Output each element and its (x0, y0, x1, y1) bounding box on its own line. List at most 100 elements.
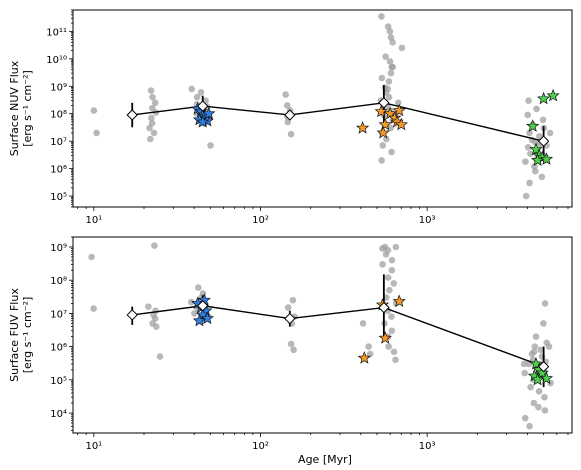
background-point (535, 388, 543, 395)
blue-star-marker (196, 115, 210, 128)
mean-diamond-marker (537, 360, 550, 373)
y-tick-label: 10⁸ (50, 110, 67, 121)
background-point (541, 407, 549, 414)
background-point (193, 93, 201, 101)
orange-star-marker (355, 121, 370, 134)
y-axis-label-title: Surface NUV Flux (8, 60, 21, 156)
background-point (541, 300, 549, 307)
background-point (386, 58, 394, 65)
mean-diamond-marker (284, 312, 296, 325)
background-point (526, 129, 533, 137)
background-point (378, 74, 386, 82)
x-axis-label: Age [Myr] (298, 453, 352, 466)
background-point (530, 399, 538, 407)
background-point (389, 63, 397, 71)
background-point (390, 280, 398, 287)
background-point (365, 343, 372, 350)
background-point (187, 298, 195, 306)
background-point (525, 97, 532, 104)
background-point (521, 369, 529, 377)
mean-diamond-marker (126, 309, 138, 321)
background-point (539, 116, 547, 124)
background-point (384, 274, 392, 281)
background-point (156, 353, 164, 360)
background-point (382, 53, 389, 60)
plot-area (73, 237, 572, 433)
background-point (207, 142, 214, 149)
green-star-marker (529, 357, 543, 370)
background-point (366, 350, 374, 358)
background-point (145, 303, 152, 310)
background-point (392, 243, 400, 251)
background-point (283, 102, 291, 109)
background-point (536, 133, 543, 140)
blue-star-marker (192, 313, 207, 327)
background-point (90, 305, 97, 312)
y-tick-label: 10⁶ (50, 165, 67, 176)
background-point (522, 158, 529, 165)
background-point (148, 119, 156, 127)
fuv-panel: 10¹ 10² 10³ 10⁴ 10⁵ 10⁶ 10⁷ 10⁸ 10⁹ Surface FUV F… (8, 236, 573, 452)
background-point (524, 111, 532, 119)
orange-star-marker (378, 117, 392, 131)
background-point (390, 348, 398, 356)
background-point (531, 343, 539, 350)
background-point (385, 93, 393, 101)
green-star-marker (530, 372, 545, 386)
y-tick-label: 10¹¹ (46, 27, 67, 38)
orange-star-marker (394, 117, 408, 131)
background-point (195, 284, 202, 291)
background-point (148, 104, 156, 112)
background-point (93, 129, 100, 137)
background-point (148, 114, 155, 122)
background-point (546, 129, 554, 137)
background-point (537, 346, 545, 354)
background-point (388, 313, 395, 320)
background-point (532, 333, 540, 340)
background-point (150, 129, 158, 137)
background-point (379, 142, 387, 149)
y-tick-label: 10⁸ (50, 276, 67, 287)
background-point (526, 179, 533, 187)
orange-star-marker (357, 351, 371, 364)
mean-diamond-marker (196, 100, 209, 112)
background-point (532, 139, 539, 146)
x-tick-label: 10¹ (85, 441, 102, 452)
background-point (151, 99, 159, 107)
blue-star-marker (202, 106, 216, 120)
background-point (526, 422, 533, 430)
background-point (522, 192, 530, 200)
background-point (388, 327, 396, 335)
background-point (533, 105, 540, 113)
x-tick-label: 10² (252, 441, 269, 452)
y-tick-label: 10⁷ (50, 309, 67, 320)
green-star-marker (539, 152, 554, 165)
background-point (287, 340, 295, 348)
orange-star-marker (392, 103, 406, 117)
orange-star-marker (376, 125, 390, 139)
green-star-marker (539, 371, 554, 385)
mean-diamond-marker (196, 300, 209, 312)
x-tick-label: 10² (252, 215, 269, 226)
background-point (392, 356, 399, 364)
background-point (287, 130, 295, 138)
y-axis-label-units: [erg s⁻¹ cm⁻²] (21, 297, 34, 374)
background-point (540, 320, 547, 327)
background-point (388, 256, 396, 264)
background-point (379, 261, 386, 268)
orange-star-marker (374, 104, 388, 118)
background-point (384, 85, 392, 93)
background-point (90, 107, 98, 114)
orange-star-marker (392, 294, 406, 308)
background-point (149, 93, 156, 101)
mean-diamond-marker (126, 109, 138, 121)
y-tick-label: 10⁹ (50, 82, 67, 93)
background-point (378, 13, 385, 20)
background-point (151, 242, 158, 249)
green-star-marker (526, 119, 540, 132)
background-point (359, 320, 367, 327)
background-point (527, 150, 534, 157)
background-point (532, 167, 539, 175)
background-point (520, 360, 528, 368)
background-point (541, 393, 548, 401)
